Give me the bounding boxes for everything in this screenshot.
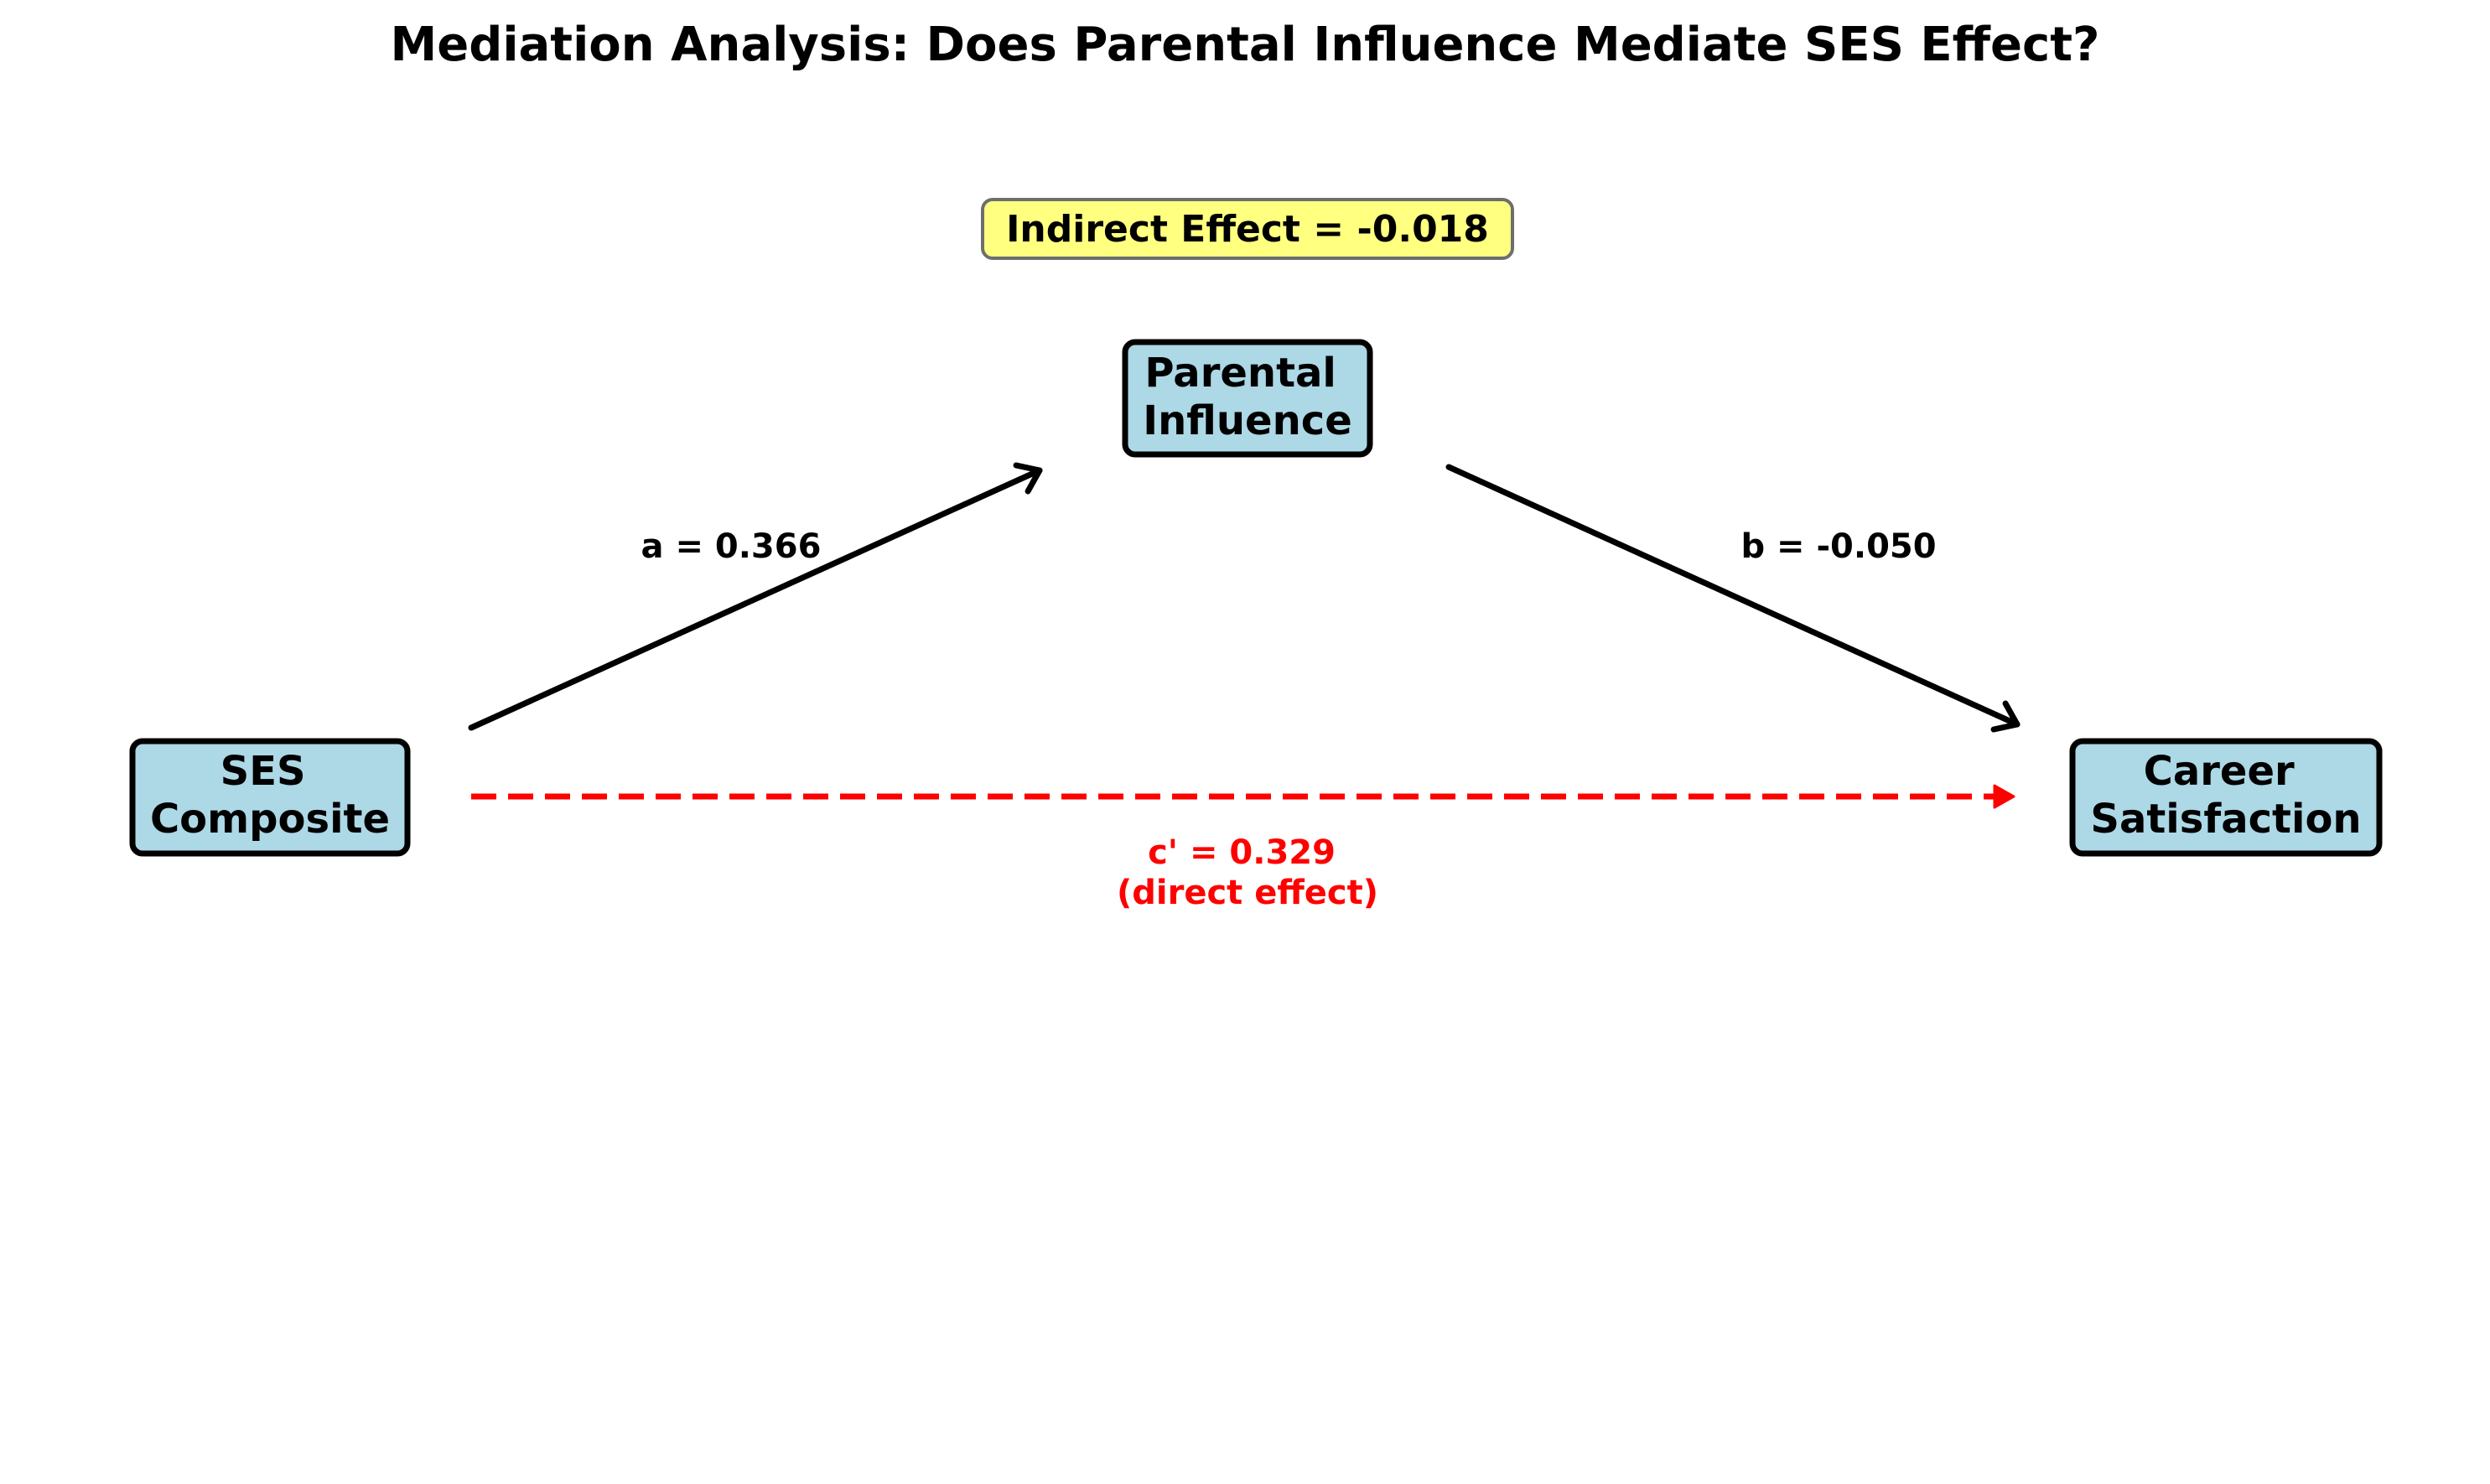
node-career-satisfaction-label: Career Satisfaction (2090, 748, 2361, 843)
node-parental-line1: Parental (1144, 350, 1336, 397)
path-c-prime-caption: (direct effect) (1117, 874, 1378, 912)
path-a-arrow (468, 462, 1043, 731)
node-parental-line2: Influence (1143, 397, 1352, 444)
node-parental-influence: Parental Influence (1122, 339, 1373, 458)
node-career-line1: Career (2144, 748, 2295, 795)
node-ses-composite: SES Composite (129, 738, 411, 857)
node-career-satisfaction: Career Satisfaction (2069, 738, 2383, 857)
node-parental-influence-label: Parental Influence (1143, 350, 1352, 444)
path-b-arrow (1445, 464, 2021, 733)
node-ses-line2: Composite (150, 796, 390, 843)
indirect-effect-label: Indirect Effect = -0.018 (1006, 208, 1489, 251)
path-c-prime-value: c' = 0.329 (1148, 833, 1336, 872)
indirect-effect-badge: Indirect Effect = -0.018 (981, 198, 1514, 260)
path-a-label: a = 0.366 (641, 527, 822, 566)
diagram-title: Mediation Analysis: Does Parental Influe… (391, 18, 2100, 72)
path-b-label: b = -0.050 (1740, 527, 1936, 566)
node-ses-line1: SES (220, 748, 306, 795)
path-c-prime-label: c' = 0.329 (direct effect) (1117, 833, 1378, 912)
node-career-line2: Satisfaction (2090, 796, 2361, 843)
node-ses-composite-label: SES Composite (150, 748, 390, 843)
